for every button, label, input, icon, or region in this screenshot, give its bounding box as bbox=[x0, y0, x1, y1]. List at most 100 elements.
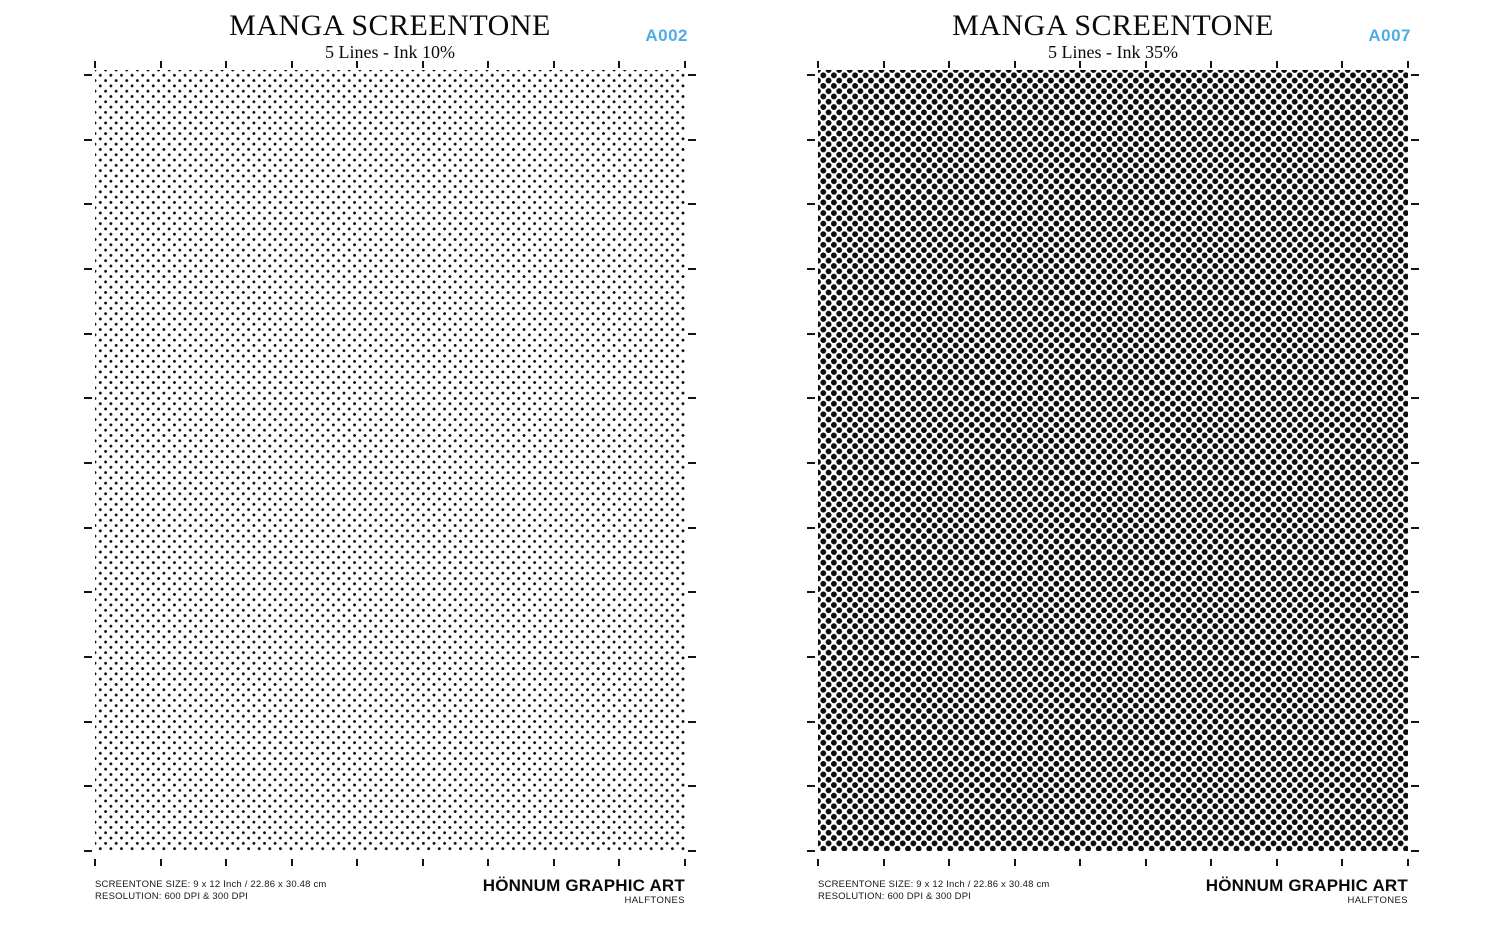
tick-mark bbox=[1407, 859, 1409, 866]
tick-mark bbox=[688, 656, 696, 658]
tick-mark bbox=[882, 859, 885, 866]
tick-mark bbox=[290, 859, 293, 866]
tick-mark bbox=[1411, 720, 1419, 723]
tick-mark bbox=[807, 397, 815, 400]
tick-mark bbox=[817, 859, 819, 866]
tick-mark bbox=[1411, 74, 1419, 76]
tick-mark bbox=[688, 203, 696, 206]
tick-mark bbox=[487, 859, 490, 866]
tick-mark bbox=[1411, 203, 1419, 206]
sheet-title: MANGA SCREENTONE bbox=[229, 9, 551, 42]
tick-mark bbox=[84, 268, 92, 270]
sheet-subtitle: 5 Lines - Ink 10% bbox=[325, 42, 455, 62]
brand-subline: HALFTONES bbox=[624, 895, 685, 906]
tick-mark bbox=[618, 859, 621, 866]
tick-mark bbox=[948, 61, 951, 68]
tick-mark bbox=[356, 859, 359, 866]
tick-mark bbox=[1411, 462, 1419, 464]
tick-mark bbox=[807, 720, 815, 723]
tick-mark bbox=[552, 859, 555, 866]
ruler-ticks-left bbox=[807, 74, 815, 852]
tick-mark bbox=[1407, 61, 1409, 68]
spec-resolution: RESOLUTION: 600 DPI & 300 DPI bbox=[95, 890, 249, 902]
tick-mark bbox=[94, 61, 96, 68]
tick-mark bbox=[688, 268, 696, 270]
ruler-ticks-right bbox=[1411, 74, 1419, 852]
tick-mark bbox=[807, 268, 815, 270]
tick-mark bbox=[1144, 61, 1147, 68]
tick-mark bbox=[688, 785, 696, 788]
tick-mark bbox=[807, 74, 815, 76]
spec-size: SCREENTONE SIZE: 9 x 12 Inch / 22.86 x 3… bbox=[818, 879, 1050, 890]
spec-text: SCREENTONE SIZE: 9 x 12 Inch / 22.86 x 3… bbox=[95, 879, 327, 902]
tick-mark bbox=[688, 397, 696, 400]
tick-mark bbox=[807, 656, 815, 658]
tick-mark bbox=[1013, 61, 1016, 68]
tone-code-badge: A007 bbox=[1368, 26, 1411, 45]
tick-mark bbox=[1411, 850, 1419, 852]
tick-mark bbox=[1275, 859, 1278, 866]
tick-mark bbox=[807, 462, 815, 464]
tick-mark bbox=[84, 462, 92, 464]
screentone-board bbox=[807, 61, 1419, 866]
tick-mark bbox=[882, 61, 885, 68]
tick-mark bbox=[1411, 397, 1419, 400]
sheet-header: MANGA SCREENTONE 5 Lines - Ink 10% A002 bbox=[95, 0, 687, 70]
tick-mark bbox=[487, 61, 490, 68]
brand-subline: HALFTONES bbox=[1347, 895, 1408, 906]
tick-mark bbox=[688, 138, 696, 141]
tick-mark bbox=[807, 785, 815, 788]
tick-mark bbox=[807, 591, 815, 594]
tick-mark bbox=[84, 397, 92, 400]
tick-mark bbox=[807, 332, 815, 335]
tick-mark bbox=[1411, 268, 1419, 270]
tick-mark bbox=[807, 138, 815, 141]
tick-mark bbox=[688, 850, 696, 852]
tick-mark bbox=[1411, 138, 1419, 141]
tick-mark bbox=[1411, 332, 1419, 335]
brand-name: HÖNNUM GRAPHIC ART bbox=[1205, 876, 1408, 895]
tick-mark bbox=[1079, 859, 1082, 866]
tick-mark bbox=[688, 74, 696, 76]
tick-mark bbox=[356, 61, 359, 68]
tick-mark bbox=[84, 138, 92, 141]
tick-mark bbox=[1341, 859, 1344, 866]
brand-name: HÖNNUM GRAPHIC ART bbox=[482, 876, 685, 895]
tick-mark bbox=[84, 656, 92, 658]
tick-mark bbox=[1411, 785, 1419, 788]
tick-mark bbox=[1411, 526, 1419, 529]
tick-mark bbox=[84, 785, 92, 788]
sheet-subtitle: 5 Lines - Ink 35% bbox=[1048, 42, 1178, 62]
tick-mark bbox=[94, 859, 96, 866]
tick-mark bbox=[618, 61, 621, 68]
tick-mark bbox=[421, 859, 424, 866]
tick-mark bbox=[948, 859, 951, 866]
tick-mark bbox=[807, 850, 815, 852]
tick-mark bbox=[1275, 61, 1278, 68]
tick-mark bbox=[807, 526, 815, 529]
tick-mark bbox=[84, 203, 92, 206]
tick-mark bbox=[290, 61, 293, 68]
brand-block: HÖNNUM GRAPHIC ART HALFTONES bbox=[1205, 876, 1408, 907]
tick-mark bbox=[225, 859, 228, 866]
tick-mark bbox=[817, 61, 819, 68]
spec-resolution: RESOLUTION: 600 DPI & 300 DPI bbox=[818, 890, 972, 902]
ruler-ticks-top bbox=[94, 61, 686, 68]
tick-mark bbox=[807, 203, 815, 206]
tick-mark bbox=[84, 332, 92, 335]
screentone-sheet-a007: MANGA SCREENTONE 5 Lines - Ink 35% A007 … bbox=[750, 0, 1500, 928]
tick-mark bbox=[159, 61, 162, 68]
sheet-title: MANGA SCREENTONE bbox=[952, 9, 1274, 42]
tick-mark bbox=[1210, 61, 1213, 68]
screentone-sheet-a002: MANGA SCREENTONE 5 Lines - Ink 10% A002 … bbox=[84, 0, 696, 906]
tick-mark bbox=[688, 332, 696, 335]
tick-mark bbox=[684, 859, 686, 866]
tick-mark bbox=[159, 859, 162, 866]
tick-mark bbox=[84, 720, 92, 723]
tick-mark bbox=[1341, 61, 1344, 68]
ruler-ticks-top bbox=[817, 61, 1409, 68]
tick-mark bbox=[84, 526, 92, 529]
ruler-ticks-left bbox=[84, 74, 92, 852]
halftone-pattern bbox=[95, 70, 685, 851]
tick-mark bbox=[84, 591, 92, 594]
